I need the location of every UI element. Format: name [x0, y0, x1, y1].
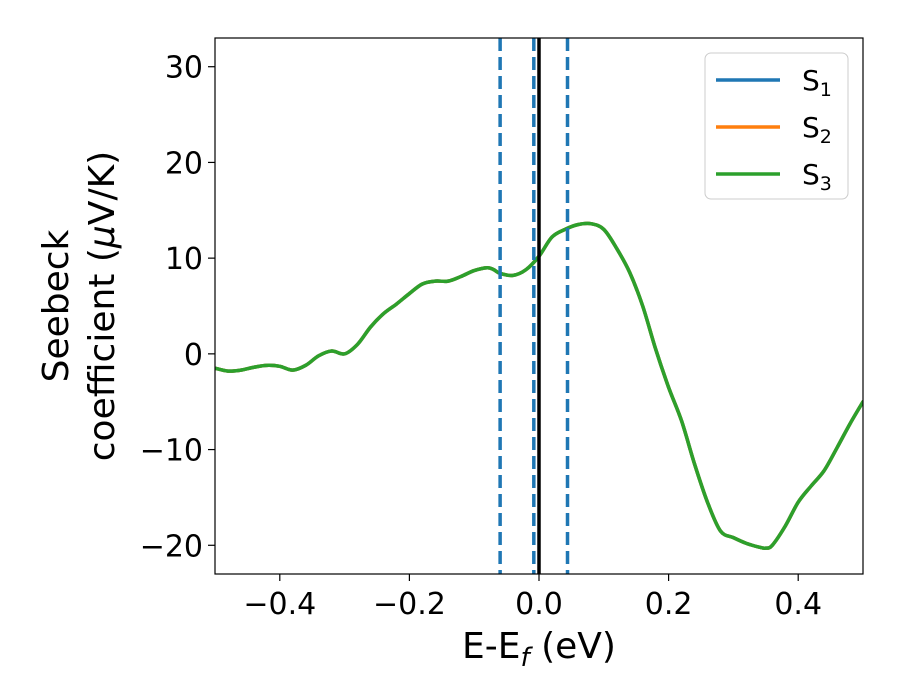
y-tick-label: 20: [165, 146, 203, 181]
x-tick-label: 0.4: [774, 587, 822, 622]
legend-label-s3: S3: [802, 158, 832, 195]
y-tick-label: 0: [184, 338, 203, 373]
x-tick-label: 0.0: [515, 587, 563, 622]
legend-label-s2: S2: [802, 111, 832, 148]
x-tick-label: 0.2: [645, 587, 693, 622]
x-axis-ticks: −0.4 −0.2 0.0 0.2 0.4: [243, 574, 822, 622]
y-axis-label-line2: coefficient (μV/K): [82, 151, 123, 461]
y-axis-label: Seebeck coefficient (μV/K): [36, 151, 123, 461]
y-axis-ticks: −20 −10 0 10 20 30: [140, 51, 215, 564]
x-tick-label: −0.4: [243, 587, 316, 622]
legend: S1 S2 S3: [704, 52, 849, 200]
y-tick-label: 30: [165, 51, 203, 86]
x-tick-label: −0.2: [373, 587, 446, 622]
y-axis-label-line1: Seebeck: [36, 229, 77, 382]
y-tick-label: −20: [140, 529, 203, 564]
reference-lines: [498, 38, 570, 574]
x-axis-label: E-Ef (eV): [462, 626, 616, 673]
legend-label-s1: S1: [802, 64, 832, 101]
y-tick-label: 10: [165, 242, 203, 277]
y-tick-label: −10: [140, 434, 203, 469]
